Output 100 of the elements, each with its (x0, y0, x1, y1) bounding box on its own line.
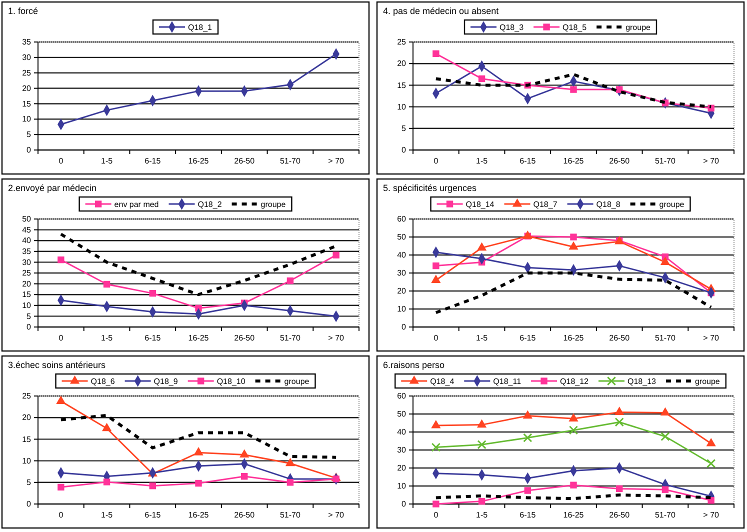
x-tick-label: 1-5 (101, 334, 114, 343)
x-tick-label: 16-25 (188, 156, 210, 166)
y-tick-label: 15 (22, 290, 32, 300)
point (58, 484, 64, 491)
point (570, 86, 577, 93)
point (285, 458, 296, 466)
x-tick-label: 16-25 (563, 510, 584, 520)
point (522, 410, 532, 419)
legend-label: Q18_2 (198, 200, 222, 209)
x-tick-label: 0 (434, 156, 439, 166)
y-tick-label: 10 (397, 482, 407, 491)
x-tick-label: 6-15 (520, 510, 536, 520)
y-tick-label: 60 (397, 214, 407, 224)
legend-label: env par med (114, 200, 159, 209)
legend-label: Q18_13 (627, 377, 657, 386)
y-tick-label: 15 (397, 80, 407, 90)
y-tick-label: 20 (22, 279, 32, 288)
y-tick-label: 20 (397, 464, 407, 473)
point (570, 234, 577, 240)
y-tick-label: 25 (397, 38, 407, 47)
point (432, 262, 440, 270)
x-tick-label: > 70 (328, 156, 345, 166)
y-tick-label: 40 (22, 236, 32, 246)
legend-label: Q18_12 (560, 377, 590, 386)
x-tick-label: > 70 (703, 156, 720, 166)
y-tick-label: 15 (22, 434, 32, 444)
point (706, 458, 716, 468)
point (708, 104, 714, 112)
y-tick-label: 60 (397, 392, 407, 401)
x-tick-label: > 70 (703, 334, 720, 343)
x-tick-label: > 70 (328, 510, 345, 520)
y-tick-label: 35 (22, 246, 32, 256)
legend-label: Q18_3 (500, 23, 524, 32)
x-tick-label: 51-70 (280, 334, 301, 343)
y-tick-label: 5 (26, 478, 32, 487)
point (523, 433, 532, 442)
point (478, 498, 486, 505)
point (477, 440, 486, 450)
legend-label: groupe (626, 23, 652, 32)
x-tick-label: 26-50 (234, 510, 256, 520)
y-tick-label: 0 (26, 500, 32, 509)
point (432, 50, 440, 58)
x-tick-label: 6-15 (520, 156, 536, 166)
y-tick-label: 25 (22, 268, 32, 278)
x-tick-label: 1-5 (476, 510, 488, 520)
point (662, 486, 669, 493)
point (240, 449, 250, 458)
legend-label: groupe (659, 200, 685, 209)
line-series (59, 414, 338, 459)
x-tick-label: 16-25 (563, 156, 584, 166)
x-tick-label: 1-5 (476, 334, 488, 343)
point (286, 277, 294, 284)
x-tick-label: 1-5 (101, 156, 114, 166)
legend-label: Q18_14 (466, 200, 495, 209)
y-tick-label: 10 (22, 300, 32, 310)
point (614, 406, 624, 415)
chart-title: 3.échec soins antérieurs (8, 360, 106, 370)
point (431, 442, 441, 452)
x-tick-label: 26-50 (609, 510, 630, 520)
y-tick-label: 30 (22, 52, 32, 62)
y-tick-label: 10 (22, 114, 32, 124)
chart-title: 2.envoyé par médecin (8, 183, 97, 193)
y-tick-label: 50 (22, 214, 32, 224)
point (570, 482, 577, 488)
y-tick-label: 0 (26, 322, 32, 332)
legend-label: Q18_9 (154, 377, 178, 386)
chart-title: 5. spécificités urgences (383, 183, 478, 193)
point (706, 438, 716, 446)
y-tick-label: 10 (397, 102, 407, 112)
y-tick-label: 25 (22, 392, 32, 401)
legend-label: Q18_10 (216, 377, 246, 386)
legend-label: Q18_5 (562, 23, 588, 32)
y-tick-label: 30 (22, 258, 32, 267)
point (660, 432, 670, 442)
y-tick-label: 20 (22, 84, 32, 93)
y-tick-label: 25 (22, 68, 32, 78)
x-tick-label: 1-5 (476, 156, 488, 166)
x-tick-label: > 70 (703, 510, 720, 520)
x-tick-label: 0 (58, 510, 64, 520)
point (431, 274, 441, 283)
x-tick-label: 51-70 (280, 510, 301, 520)
point (286, 479, 294, 486)
point (102, 422, 112, 432)
legend-label: groupe (284, 377, 310, 386)
x-tick-label: 0 (434, 334, 439, 343)
point (568, 426, 578, 435)
x-tick-label: 26-50 (609, 156, 630, 166)
point (103, 478, 110, 486)
x-tick-label: 26-50 (234, 156, 256, 166)
x-tick-label: 16-25 (188, 510, 210, 520)
point (431, 420, 441, 428)
point (56, 396, 66, 404)
x-tick-label: 0 (58, 156, 64, 166)
x-tick-label: 16-25 (188, 334, 210, 343)
y-tick-label: 0 (402, 322, 407, 332)
x-tick-label: 51-70 (654, 510, 676, 520)
x-tick-label: 6-15 (144, 334, 162, 343)
chart-title: 4. pas de médecin ou absent (383, 6, 500, 16)
y-tick-label: 5 (402, 124, 407, 133)
legend-label: Q18_4 (430, 377, 455, 386)
